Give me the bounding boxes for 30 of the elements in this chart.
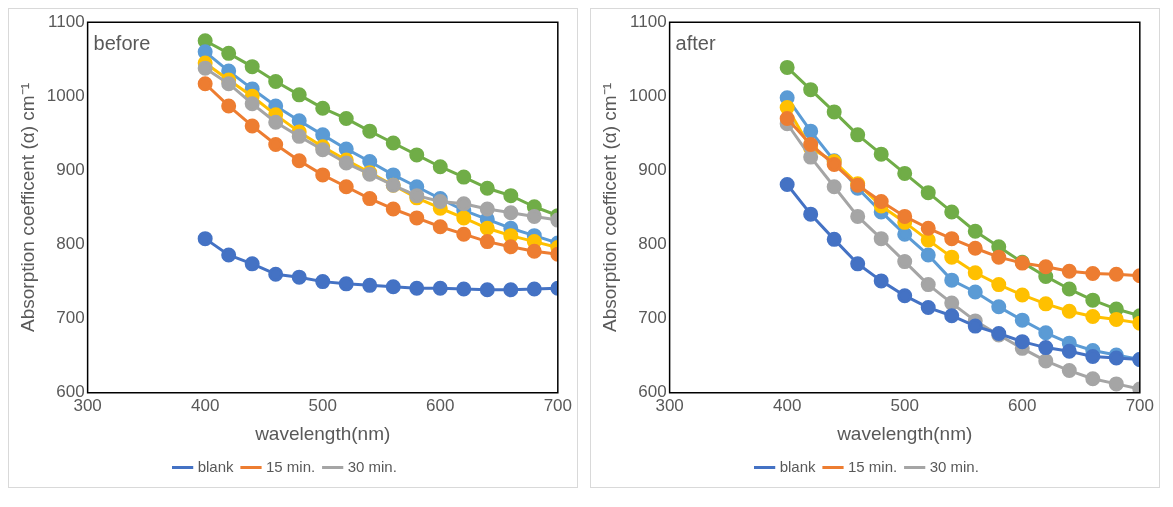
y-tick-label: 1100 xyxy=(48,11,85,31)
x-axis-title: wavelength(nm) xyxy=(836,422,973,444)
y-tick-label: 700 xyxy=(56,308,85,328)
x-tick-label: 400 xyxy=(772,395,802,415)
legend-label: blank xyxy=(197,457,234,475)
y-tick-label: 800 xyxy=(638,234,667,254)
annotation: after xyxy=(675,31,716,54)
x-tick-label: 600 xyxy=(426,395,455,415)
y-tick-label: 700 xyxy=(638,308,667,328)
x-tick-label: 600 xyxy=(1008,395,1037,415)
y-tick-label: 1000 xyxy=(628,86,667,106)
x-axis-title: wavelength(nm) xyxy=(254,422,391,444)
x-tick-label: 500 xyxy=(890,395,919,415)
legend-label: 30 min. xyxy=(929,457,979,475)
legend-label: blank xyxy=(779,457,816,475)
y-tick-label: 800 xyxy=(56,234,85,254)
y-axis-title: Absorption coefficent (α) cm⁻¹ xyxy=(16,83,38,332)
y-tick-label: 900 xyxy=(638,160,667,180)
legend-label: 30 min. xyxy=(347,457,397,475)
x-tick-label: 700 xyxy=(543,395,573,415)
legend-label: 15 min. xyxy=(847,457,898,475)
y-tick-label: 1000 xyxy=(46,86,85,106)
y-tick-label: 900 xyxy=(56,160,85,180)
y-axis-title: Absorption coefficent (α) cm⁻¹ xyxy=(598,83,620,332)
x-tick-label: 500 xyxy=(308,395,337,415)
y-tick-label: 1100 xyxy=(630,11,667,31)
annotation: before xyxy=(93,31,151,54)
x-tick-label: 400 xyxy=(190,395,220,415)
x-tick-label: 700 xyxy=(1125,395,1155,415)
legend-label: 15 min. xyxy=(265,457,316,475)
